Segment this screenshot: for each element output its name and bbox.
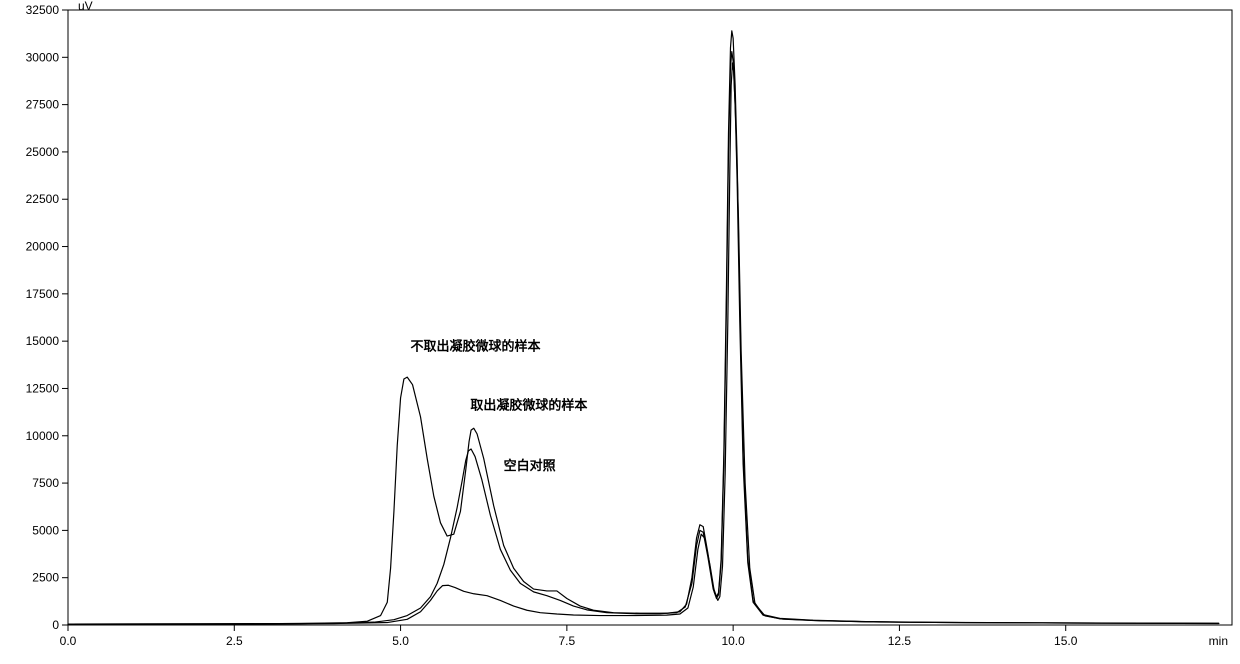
series-removed: [68, 52, 1219, 624]
chart-svg: 0 2500 5000 7500 10000 12500 15000 17500 20000 22…: [0, 0, 1240, 664]
series-not-removed: [68, 31, 1219, 624]
y-tick-label: 2500: [32, 571, 59, 585]
y-axis-label: uV: [78, 0, 93, 13]
series-not-removed-label: 不取出凝胶微球的样本: [411, 339, 541, 354]
y-tick-label: 30000: [26, 50, 60, 64]
chromatogram-chart: 0 2500 5000 7500 10000 12500 15000 17500 20000 22…: [0, 0, 1240, 664]
y-tick-label: 17500: [26, 287, 60, 301]
y-tick-label: 25000: [26, 145, 60, 159]
y-tick-label: 32500: [26, 3, 60, 17]
series-blank: [68, 63, 1219, 624]
y-tick-label: 7500: [32, 476, 59, 490]
y-tick-label: 27500: [26, 98, 60, 112]
x-tick-label: 12.5: [888, 634, 912, 648]
plot-border: [68, 10, 1232, 625]
x-tick-label: 10.0: [721, 634, 745, 648]
series-blank-label: 空白对照: [504, 458, 556, 473]
x-tick-label: 5.0: [392, 634, 409, 648]
y-tick-label: 15000: [26, 334, 60, 348]
x-axis-label: min: [1209, 634, 1228, 648]
y-tick-label: 0: [52, 618, 59, 632]
y-tick-label: 20000: [26, 240, 60, 254]
y-tick-label: 22500: [26, 192, 60, 206]
x-tick-label: 7.5: [559, 634, 576, 648]
x-tick-label: 0.0: [60, 634, 77, 648]
y-tick-label: 10000: [26, 429, 60, 443]
x-tick-label: 2.5: [226, 634, 243, 648]
y-tick-label: 5000: [32, 523, 59, 537]
x-tick-label: 15.0: [1054, 634, 1078, 648]
y-tick-label: 12500: [26, 381, 60, 395]
series-removed-label: 取出凝胶微球的样本: [470, 397, 587, 412]
